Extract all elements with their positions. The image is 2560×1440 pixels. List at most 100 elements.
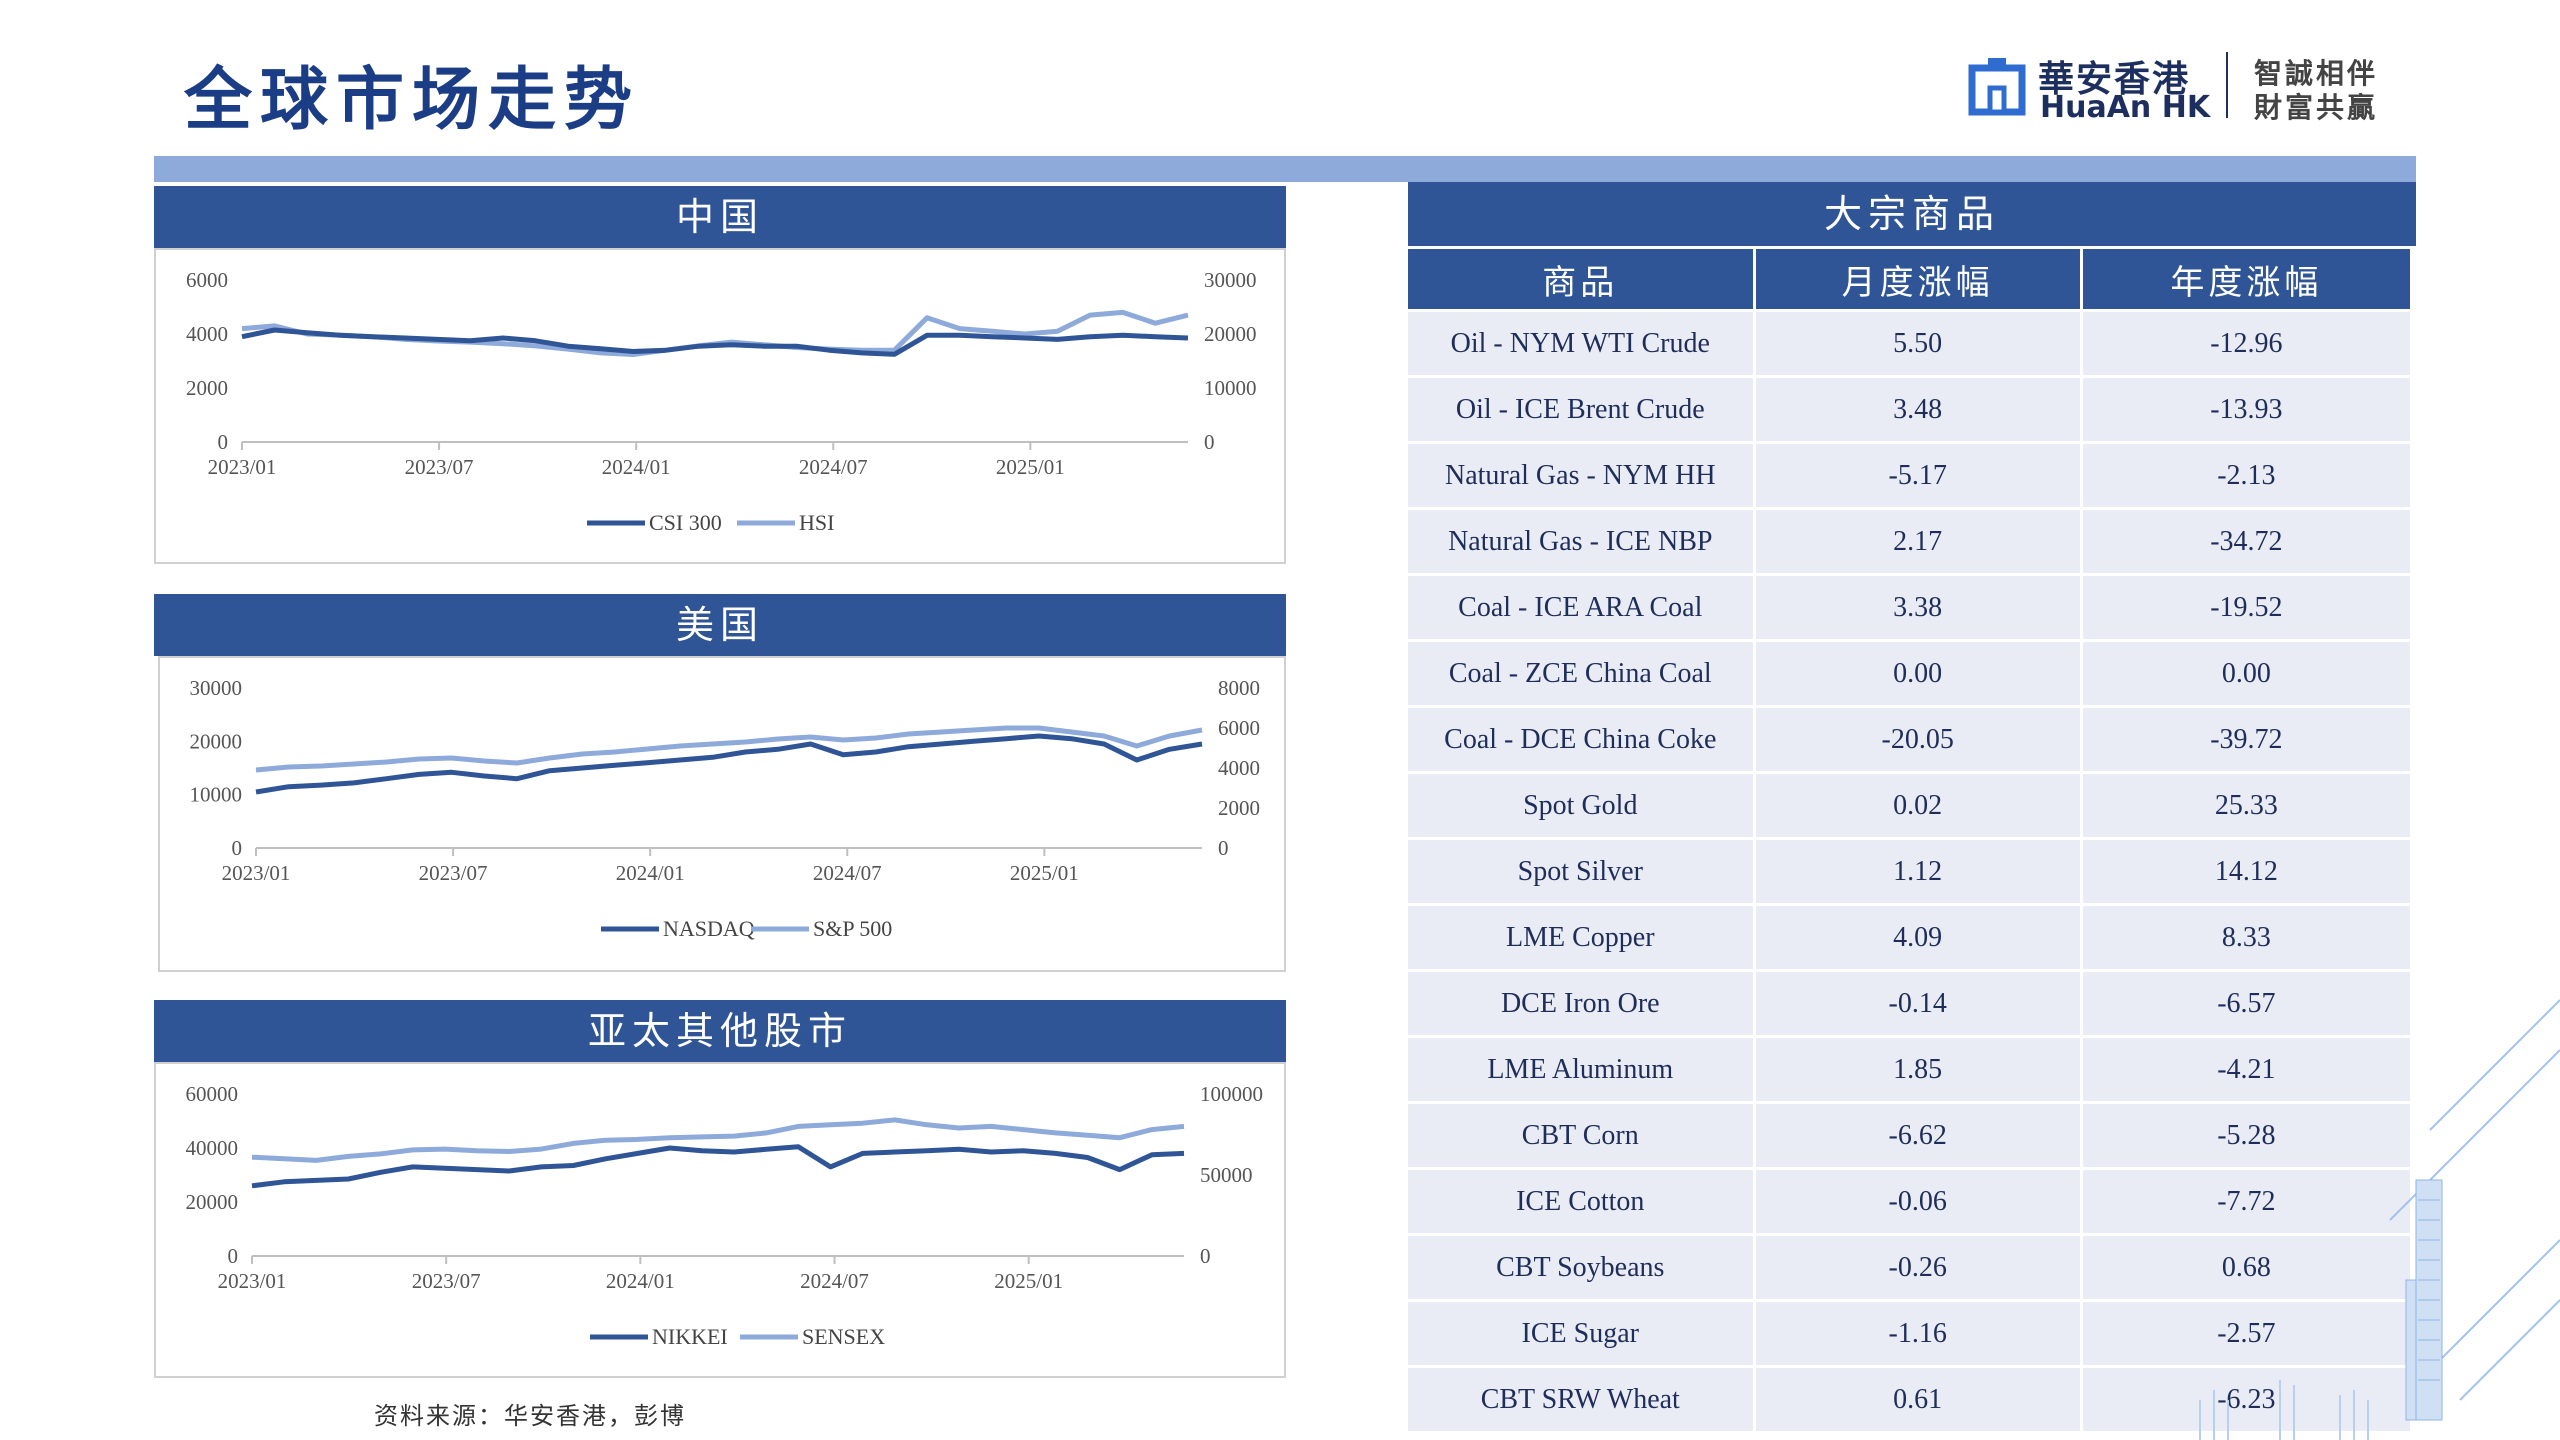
column-header-monthly: 月度涨幅 [1755, 249, 2080, 309]
monthly-change-cell: 2.17 [1755, 510, 2080, 573]
logo-tagline-2: 財富共贏 [2254, 91, 2379, 124]
panel-title-china: 中国 [154, 186, 1286, 248]
yearly-change-cell: -2.57 [2082, 1302, 2410, 1365]
commodity-name-cell: CBT SRW Wheat [1408, 1368, 1753, 1431]
chart-china: 6000 4000 2000 0 30000 20000 10000 0 2023/01 2023… [154, 248, 1286, 564]
table-row: Natural Gas - ICE NBP 2.17 -34.72 [1408, 510, 2410, 573]
y-left-tick-label: 40000 [186, 1136, 239, 1160]
y-right-tick-label: 50000 [1200, 1163, 1253, 1187]
monthly-change-cell: 3.48 [1755, 378, 2080, 441]
y-right-tick-label: 0 [1218, 836, 1229, 860]
x-tick-label: 2025/01 [1010, 861, 1079, 885]
monthly-change-cell: -0.06 [1755, 1170, 2080, 1233]
logo-name-cn: 華安香港 [2038, 59, 2191, 100]
y-left-tick-label: 20000 [190, 729, 243, 753]
commodity-name-cell: LME Aluminum [1408, 1038, 1753, 1101]
commodity-name-cell: LME Copper [1408, 906, 1753, 969]
table-row: ICE Sugar -1.16 -2.57 [1408, 1302, 2410, 1365]
table-row: CBT SRW Wheat 0.61 -6.23 [1408, 1368, 2410, 1431]
table-row: LME Copper 4.09 8.33 [1408, 906, 2410, 969]
legend-label: CSI 300 [649, 510, 722, 535]
y-left-tick-label: 4000 [186, 322, 228, 346]
table-row: CBT Soybeans -0.26 0.68 [1408, 1236, 2410, 1299]
commodity-name-cell: Oil - ICE Brent Crude [1408, 378, 1753, 441]
monthly-change-cell: -20.05 [1755, 708, 2080, 771]
legend-label: NIKKEI [652, 1324, 728, 1349]
y-left-tick-label: 30000 [190, 676, 243, 700]
table-row: CBT Corn -6.62 -5.28 [1408, 1104, 2410, 1167]
yearly-change-cell: -6.57 [2082, 972, 2410, 1035]
x-tick-label: 2025/01 [994, 1269, 1063, 1293]
commodity-name-cell: Coal - ZCE China Coal [1408, 642, 1753, 705]
monthly-change-cell: 1.12 [1755, 840, 2080, 903]
table-row: Oil - ICE Brent Crude 3.48 -13.93 [1408, 378, 2410, 441]
y-right-tick-label: 6000 [1218, 716, 1260, 740]
commodity-name-cell: Natural Gas - ICE NBP [1408, 510, 1753, 573]
legend-label: NASDAQ [663, 916, 755, 941]
y-left-tick-label: 0 [218, 430, 229, 454]
monthly-change-cell: 0.02 [1755, 774, 2080, 837]
commodity-name-cell: DCE Iron Ore [1408, 972, 1753, 1035]
y-right-tick-label: 0 [1204, 430, 1215, 454]
series-line-nikkei [251, 1144, 1185, 1189]
column-header-commodity: 商品 [1408, 249, 1753, 309]
x-tick-label: 2023/07 [405, 455, 474, 479]
commodity-name-cell: Coal - ICE ARA Coal [1408, 576, 1753, 639]
yearly-change-cell: 14.12 [2082, 840, 2410, 903]
y-right-tick-label: 0 [1200, 1244, 1211, 1268]
table-row: Spot Gold 0.02 25.33 [1408, 774, 2410, 837]
monthly-change-cell: -5.17 [1755, 444, 2080, 507]
yearly-change-cell: -5.28 [2082, 1104, 2410, 1167]
y-left-tick-label: 0 [228, 1244, 239, 1268]
legend-label: S&P 500 [813, 916, 892, 941]
y-right-tick-label: 20000 [1204, 322, 1257, 346]
commodity-name-cell: Coal - DCE China Coke [1408, 708, 1753, 771]
x-tick-label: 2024/07 [813, 861, 882, 885]
logo-tagline-1: 智誠相伴 [2254, 57, 2379, 90]
series-line-s-p-500 [255, 725, 1203, 773]
yearly-change-cell: -19.52 [2082, 576, 2410, 639]
table-row: Spot Silver 1.12 14.12 [1408, 840, 2410, 903]
y-right-tick-label: 30000 [1204, 268, 1257, 292]
table-row: Oil - NYM WTI Crude 5.50 -12.96 [1408, 312, 2410, 375]
y-left-tick-label: 2000 [186, 376, 228, 400]
commodity-name-cell: Spot Silver [1408, 840, 1753, 903]
table-row: ICE Cotton -0.06 -7.72 [1408, 1170, 2410, 1233]
x-tick-label: 2023/07 [412, 1269, 481, 1293]
logo-divider [2226, 52, 2228, 118]
table-row: Coal - ZCE China Coal 0.00 0.00 [1408, 642, 2410, 705]
commodities-table: 商品 月度涨幅 年度涨幅 Oil - NYM WTI Crude 5.50 -12.… [1405, 246, 2413, 1434]
monthly-change-cell: 3.38 [1755, 576, 2080, 639]
y-left-tick-label: 0 [232, 836, 243, 860]
table-row: DCE Iron Ore -0.14 -6.57 [1408, 972, 2410, 1035]
legend-label: HSI [799, 510, 834, 535]
logo-name-en: HuaAn HK [2040, 90, 2211, 125]
chart-usa-svg: 3000020000100000800060004000200002023/01… [190, 676, 1261, 941]
x-tick-label: 2023/01 [222, 861, 291, 885]
commodities-title: 大宗商品 [1408, 182, 2416, 246]
legend-label: SENSEX [802, 1324, 885, 1349]
monthly-change-cell: 0.61 [1755, 1368, 2080, 1431]
series-line-nasdaq [255, 733, 1203, 795]
building-logo-icon [1968, 58, 2026, 116]
commodity-name-cell: Oil - NYM WTI Crude [1408, 312, 1753, 375]
commodity-name-cell: ICE Sugar [1408, 1302, 1753, 1365]
table-row: Natural Gas - NYM HH -5.17 -2.13 [1408, 444, 2410, 507]
monthly-change-cell: 0.00 [1755, 642, 2080, 705]
yearly-change-cell: -39.72 [2082, 708, 2410, 771]
commodity-name-cell: Spot Gold [1408, 774, 1753, 837]
y-left-tick-label: 20000 [186, 1190, 239, 1214]
panel-title-apac: 亚太其他股市 [154, 1000, 1286, 1062]
x-tick-label: 2023/01 [208, 455, 277, 479]
header-divider-bar [154, 156, 2416, 182]
yearly-change-cell: 8.33 [2082, 906, 2410, 969]
yearly-change-cell: -7.72 [2082, 1170, 2410, 1233]
table-header-row: 商品 月度涨幅 年度涨幅 [1408, 249, 2410, 309]
table-row: Coal - ICE ARA Coal 3.38 -19.52 [1408, 576, 2410, 639]
yearly-change-cell: -12.96 [2082, 312, 2410, 375]
yearly-change-cell: -13.93 [2082, 378, 2410, 441]
commodity-name-cell: CBT Corn [1408, 1104, 1753, 1167]
yearly-change-cell: 25.33 [2082, 774, 2410, 837]
series-line-hsi [241, 309, 1189, 357]
